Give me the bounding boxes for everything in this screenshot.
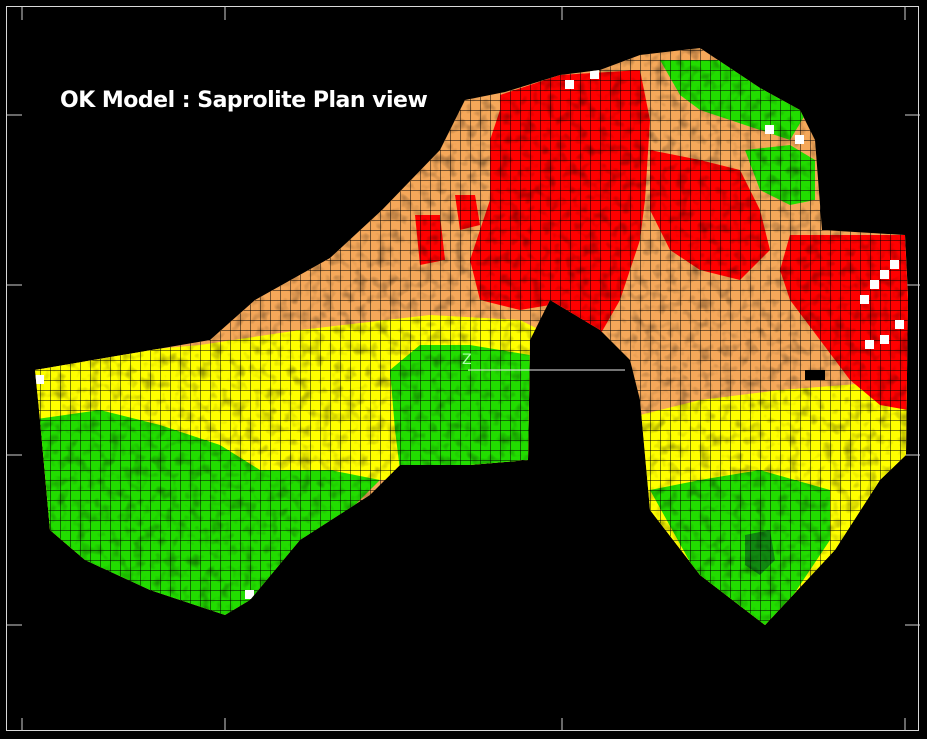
axis-label-z: Z bbox=[462, 352, 472, 368]
plot-title: OK Model : Saprolite Plan view bbox=[60, 88, 428, 113]
viewport-frame bbox=[6, 6, 919, 731]
